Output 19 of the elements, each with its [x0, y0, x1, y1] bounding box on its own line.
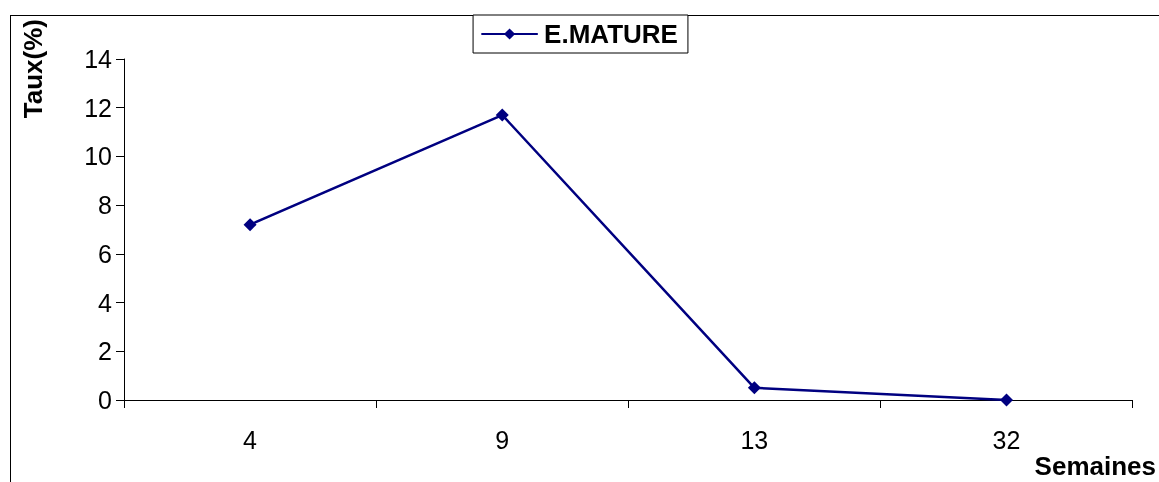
- y-tick-label: 12: [84, 93, 112, 122]
- y-tick-label: 0: [98, 386, 112, 414]
- y-tick-label: 2: [98, 337, 112, 366]
- x-tick-label: 13: [740, 425, 769, 454]
- legend-label: E.MATURE: [544, 19, 678, 49]
- point: [495, 108, 509, 122]
- y-tick-label: 8: [98, 191, 112, 220]
- y-tick-label: 14: [84, 45, 113, 73]
- x-tick-label: 4: [243, 425, 258, 454]
- point: [747, 381, 761, 395]
- y-tick-label: 10: [84, 142, 112, 171]
- x-tick-label: 32: [992, 425, 1021, 454]
- y-axis-title: Taux(%): [18, 19, 48, 119]
- point: [1000, 393, 1014, 407]
- x-axis-title: Semaines: [1034, 451, 1156, 481]
- y-tick-label: 4: [98, 288, 113, 317]
- y-tick-label: 6: [98, 239, 112, 268]
- x-tick-label: 9: [495, 425, 510, 454]
- point: [243, 218, 257, 232]
